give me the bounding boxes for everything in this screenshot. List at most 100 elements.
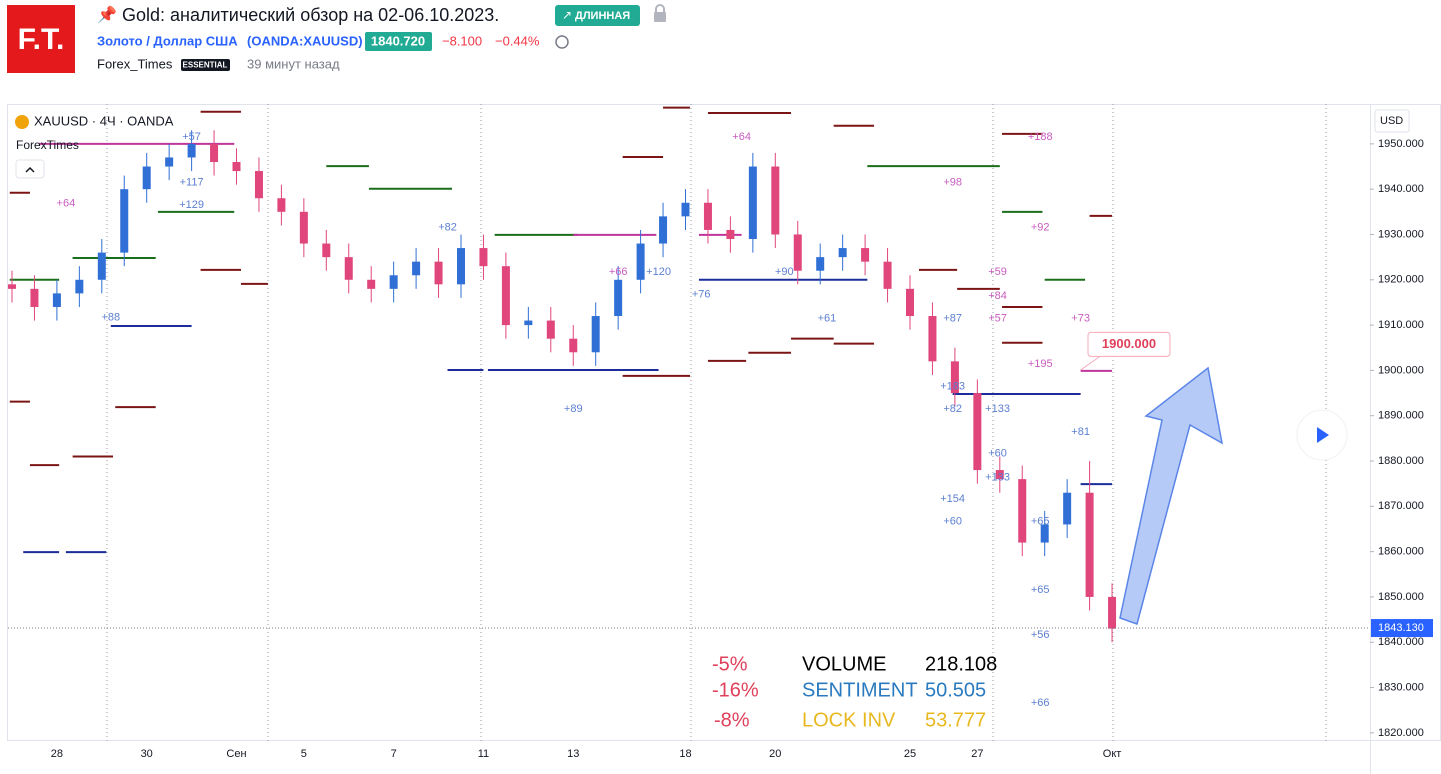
logo[interactable] bbox=[7, 5, 75, 73]
candle-body bbox=[232, 161, 241, 172]
lock-shackle bbox=[655, 4, 665, 12]
arrow-icon: ↗ bbox=[562, 8, 572, 22]
annotation: +92 bbox=[1031, 222, 1050, 234]
candle-body bbox=[412, 261, 421, 276]
y-tick-label: 1910.000 bbox=[1378, 319, 1424, 331]
candle-body bbox=[8, 284, 16, 289]
y-tick-label: 1950.000 bbox=[1378, 138, 1424, 150]
x-tick-label: 20 bbox=[769, 748, 781, 760]
annotation: +154 bbox=[940, 493, 965, 505]
chart-legend: XAUUSD · 4Ч · OANDA bbox=[34, 113, 174, 128]
session-separators bbox=[106, 104, 1327, 741]
x-tick-label: 30 bbox=[141, 748, 153, 760]
alert-icon[interactable] bbox=[555, 35, 569, 49]
candle-body bbox=[52, 293, 61, 307]
indicator-legend: ForexTimes bbox=[16, 138, 79, 152]
candle-body bbox=[30, 288, 39, 307]
candle-body bbox=[165, 157, 174, 167]
last-price-box bbox=[1371, 619, 1433, 638]
annotation: +120 bbox=[646, 266, 671, 278]
y-tick-label: 1880.000 bbox=[1378, 455, 1424, 467]
y-tick-label: 1920.000 bbox=[1378, 274, 1424, 286]
annotation: +188 bbox=[1028, 131, 1053, 143]
x-tick-label: 13 bbox=[567, 748, 579, 760]
candle-body bbox=[748, 166, 757, 240]
annotation: +87 bbox=[943, 313, 962, 325]
annotation: +84 bbox=[988, 290, 1007, 302]
price: 1840.720 bbox=[371, 33, 425, 48]
x-tick-label: Сен bbox=[226, 748, 246, 760]
candle-body bbox=[97, 252, 106, 280]
stats-cell: LOCK INV bbox=[802, 709, 896, 731]
y-tick-label: 1900.000 bbox=[1378, 364, 1424, 376]
annotation: +56 bbox=[1031, 629, 1050, 641]
annotation: +88 bbox=[101, 312, 120, 324]
candle-body bbox=[344, 257, 353, 280]
y-tick-label: 1890.000 bbox=[1378, 410, 1424, 422]
badge-text: ДЛИННАЯ bbox=[575, 10, 630, 22]
candle-body bbox=[614, 279, 623, 317]
x-tick-label: 27 bbox=[971, 748, 983, 760]
candle-body bbox=[299, 211, 308, 244]
stats-cell: 218.108 bbox=[925, 653, 997, 675]
chart-frame bbox=[7, 104, 1441, 741]
candle-body bbox=[277, 198, 286, 212]
author[interactable]: Forex_Times bbox=[97, 56, 173, 71]
y-tick-label: 1930.000 bbox=[1378, 228, 1424, 240]
annotation: +61 bbox=[818, 313, 837, 325]
x-tick-label: 11 bbox=[478, 748, 489, 760]
candle-body bbox=[816, 257, 825, 271]
annotation: +57 bbox=[182, 131, 201, 143]
annotation: +64 bbox=[732, 131, 751, 143]
candle-body bbox=[569, 338, 578, 353]
callout-label: 1900.000 bbox=[1102, 336, 1156, 351]
candle-body bbox=[1108, 596, 1117, 629]
idea-title: Gold: аналитический обзор на 02-06.10.20… bbox=[122, 5, 499, 25]
candle-body bbox=[120, 189, 129, 253]
symbol-code[interactable]: (OANDA:XAUUSD) bbox=[247, 33, 363, 48]
candle-body bbox=[434, 261, 443, 285]
annotation: +65 bbox=[1031, 516, 1050, 528]
candle-body bbox=[861, 248, 870, 262]
candle-body bbox=[389, 275, 398, 289]
play-icon bbox=[1317, 427, 1329, 443]
time-ago: 39 минут назад bbox=[247, 56, 340, 71]
candle-body bbox=[591, 316, 600, 353]
x-tick-label: 18 bbox=[679, 748, 691, 760]
x-tick-label: 28 bbox=[51, 748, 63, 760]
annotation: +73 bbox=[1071, 313, 1090, 325]
candle-body bbox=[636, 243, 645, 280]
candle-body bbox=[703, 202, 712, 230]
annotation: +57 bbox=[988, 313, 1007, 325]
change: −8.100 bbox=[442, 33, 482, 48]
annotation: +133 bbox=[985, 403, 1010, 415]
x-tick-label: 25 bbox=[904, 748, 916, 760]
candle-body bbox=[771, 166, 780, 235]
candle-body bbox=[995, 470, 1004, 480]
symbol-icon bbox=[15, 115, 29, 129]
annotation: +98 bbox=[943, 177, 962, 189]
symbol-name[interactable]: Золото / Доллар США bbox=[97, 33, 238, 48]
annotation: +66 bbox=[1031, 697, 1050, 709]
annotation: +89 bbox=[564, 403, 583, 415]
price-badge bbox=[365, 32, 432, 51]
candle-body bbox=[524, 320, 533, 326]
stats-table: -5% VOLUME 218.108 -16% SENTIMENT 50.505 -8% LO… bbox=[712, 653, 997, 731]
plot: +64 +57 +129 +117 +88 +82 +66 +120 +89 +64 +76 +90 +… bbox=[8, 106, 1117, 709]
annotation: +65 bbox=[1031, 584, 1050, 596]
lock-icon bbox=[654, 12, 666, 22]
candle-body bbox=[883, 261, 892, 289]
stats-cell: -16% bbox=[712, 679, 759, 701]
stats-cell: SENTIMENT bbox=[802, 679, 918, 701]
annotation: +60 bbox=[988, 448, 1007, 460]
annotation: +59 bbox=[988, 266, 1007, 278]
callout-pointer bbox=[1079, 355, 1101, 371]
candle-body bbox=[973, 393, 982, 471]
currency-box[interactable] bbox=[1374, 109, 1410, 133]
annotation: +129 bbox=[179, 199, 204, 211]
stats-cell: 50.505 bbox=[925, 679, 986, 701]
candle-body bbox=[1063, 492, 1072, 525]
collapse-chevron bbox=[25, 166, 35, 173]
candle-body bbox=[322, 243, 331, 258]
